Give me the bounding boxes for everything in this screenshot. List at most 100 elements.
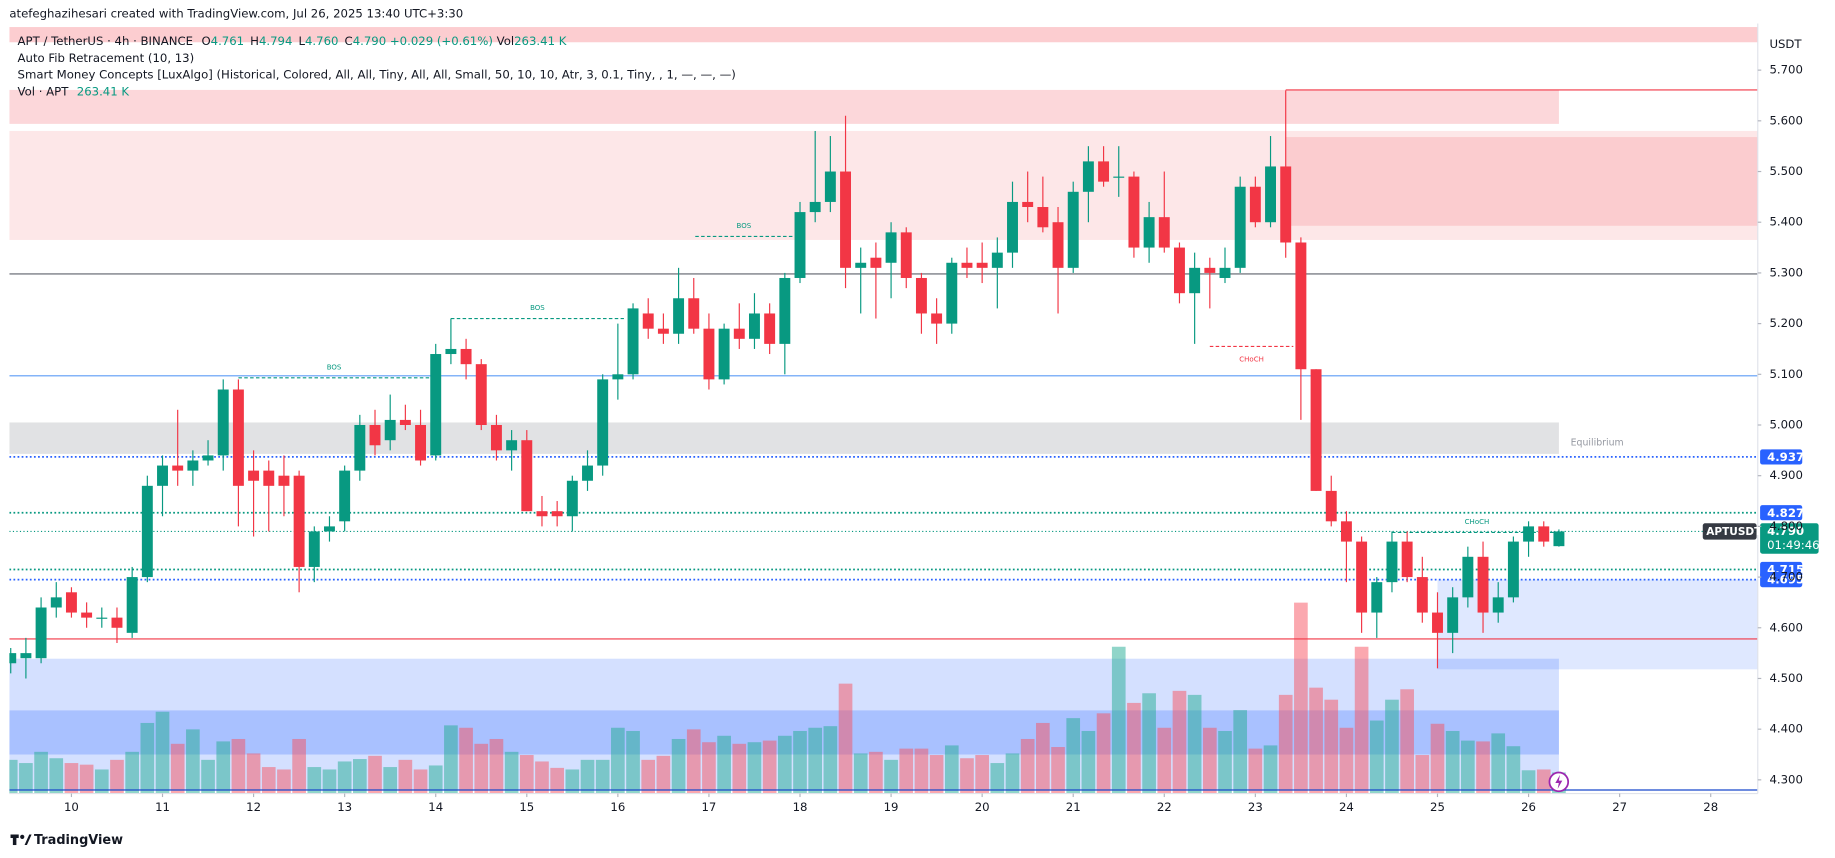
volume-bar: [777, 735, 792, 794]
last-price-tag: [1760, 523, 1819, 554]
x-tick-label: 23: [1248, 800, 1263, 814]
close-label: C: [345, 34, 353, 48]
volume-bar: [853, 753, 868, 794]
candle-body: [551, 511, 563, 517]
volume-bar: [1294, 602, 1308, 794]
y-tick-label: 5.500: [1769, 164, 1802, 178]
structure-label: BOS: [737, 221, 752, 230]
candle-body: [430, 354, 442, 456]
candle-body: [1447, 597, 1459, 633]
currency: USDT: [1769, 37, 1802, 51]
volume-bar: [565, 769, 580, 794]
y-tick-label: 4.900: [1769, 468, 1802, 482]
footer-brand: TradingView: [34, 833, 123, 848]
y-tick-label: 4.300: [1769, 772, 1802, 786]
candle-body: [1432, 612, 1443, 633]
volume-bar: [1111, 646, 1126, 794]
candle-body: [885, 232, 897, 263]
volume-bar: [64, 763, 79, 794]
candle-body: [475, 364, 487, 425]
volume-bar: [277, 769, 291, 794]
volume-bar: [626, 730, 640, 794]
candle-body: [308, 531, 320, 567]
y-tick-label: 4.600: [1769, 620, 1802, 634]
volume-bar: [702, 742, 716, 794]
candle-body: [657, 328, 669, 334]
zone: [9, 89, 1559, 124]
volume-bar: [929, 755, 944, 794]
candle-body: [627, 308, 639, 375]
x-tick-label: 14: [428, 800, 443, 814]
candle-body: [96, 617, 108, 619]
candle-body: [1280, 166, 1292, 243]
candle-body: [1234, 186, 1246, 268]
volume-bar: [1430, 723, 1445, 794]
candle-body: [946, 262, 958, 324]
candle-body: [931, 313, 943, 324]
volume-bar: [595, 759, 610, 794]
structure-label: BOS: [530, 303, 545, 312]
candle-body: [1219, 267, 1231, 278]
volume-bar: [261, 767, 276, 794]
volume-bar: [292, 738, 306, 794]
candle-body: [50, 597, 62, 608]
volume-bar: [823, 726, 838, 794]
candle-body: [1356, 541, 1368, 613]
volume-bar: [884, 759, 898, 794]
x-tick-label: 12: [246, 800, 261, 814]
volume-bar: [1415, 755, 1430, 794]
volume-bar: [398, 759, 413, 794]
high: 4.794: [259, 34, 292, 48]
candle-body: [1325, 490, 1337, 522]
candle-body: [1037, 207, 1049, 228]
candle-body: [1082, 161, 1094, 192]
candle-body: [718, 328, 730, 380]
candle-body: [415, 424, 427, 461]
volume-bar: [1354, 646, 1369, 794]
volume-bar: [1233, 710, 1248, 794]
volume-bar: [535, 761, 549, 794]
zone: [1437, 579, 1758, 670]
candle-body: [1523, 526, 1535, 542]
candle-body: [1265, 166, 1276, 223]
volume-bar: [1051, 747, 1065, 794]
candle-body: [703, 328, 715, 380]
candle-body: [1340, 521, 1352, 542]
volume-bar: [960, 758, 974, 794]
volume-bar: [1096, 713, 1111, 794]
alert-bolt: [1555, 774, 1563, 789]
x-tick-label: 27: [1612, 800, 1627, 814]
candle-body: [642, 313, 654, 329]
candle-body: [870, 257, 882, 268]
volume-bar: [1324, 699, 1339, 794]
volume-bar: [808, 727, 823, 794]
volume-bar: [125, 751, 139, 794]
zone-label: Equilibrium: [1571, 437, 1624, 448]
candle-body: [1477, 556, 1489, 613]
y-tick-label: 4.800: [1769, 519, 1802, 533]
volume-bar: [793, 730, 807, 794]
volume-bar: [1218, 730, 1232, 794]
x-tick-label: 10: [64, 800, 79, 814]
volume-bar: [489, 738, 504, 794]
candle-body: [232, 389, 244, 486]
zone: [1285, 137, 1758, 226]
x-tick-label: 20: [975, 800, 990, 814]
price-tag: [1760, 572, 1803, 588]
open-label: O: [201, 34, 210, 48]
volume-bar: [9, 759, 18, 794]
structure-label: CHoCH: [1239, 354, 1264, 363]
candle-body: [1067, 191, 1079, 268]
volume-bar: [1491, 733, 1506, 794]
tradingview-logo: [10, 834, 32, 846]
candle-body: [445, 348, 457, 355]
candle-body: [384, 419, 396, 441]
volume-bar: [641, 759, 656, 794]
volume-bar: [307, 767, 322, 794]
y-tick-label: 5.200: [1769, 316, 1802, 330]
candle-body: [506, 440, 518, 451]
structure-label: BOS: [327, 362, 342, 371]
volume-bar: [79, 764, 94, 794]
volume-bar: [34, 751, 48, 794]
